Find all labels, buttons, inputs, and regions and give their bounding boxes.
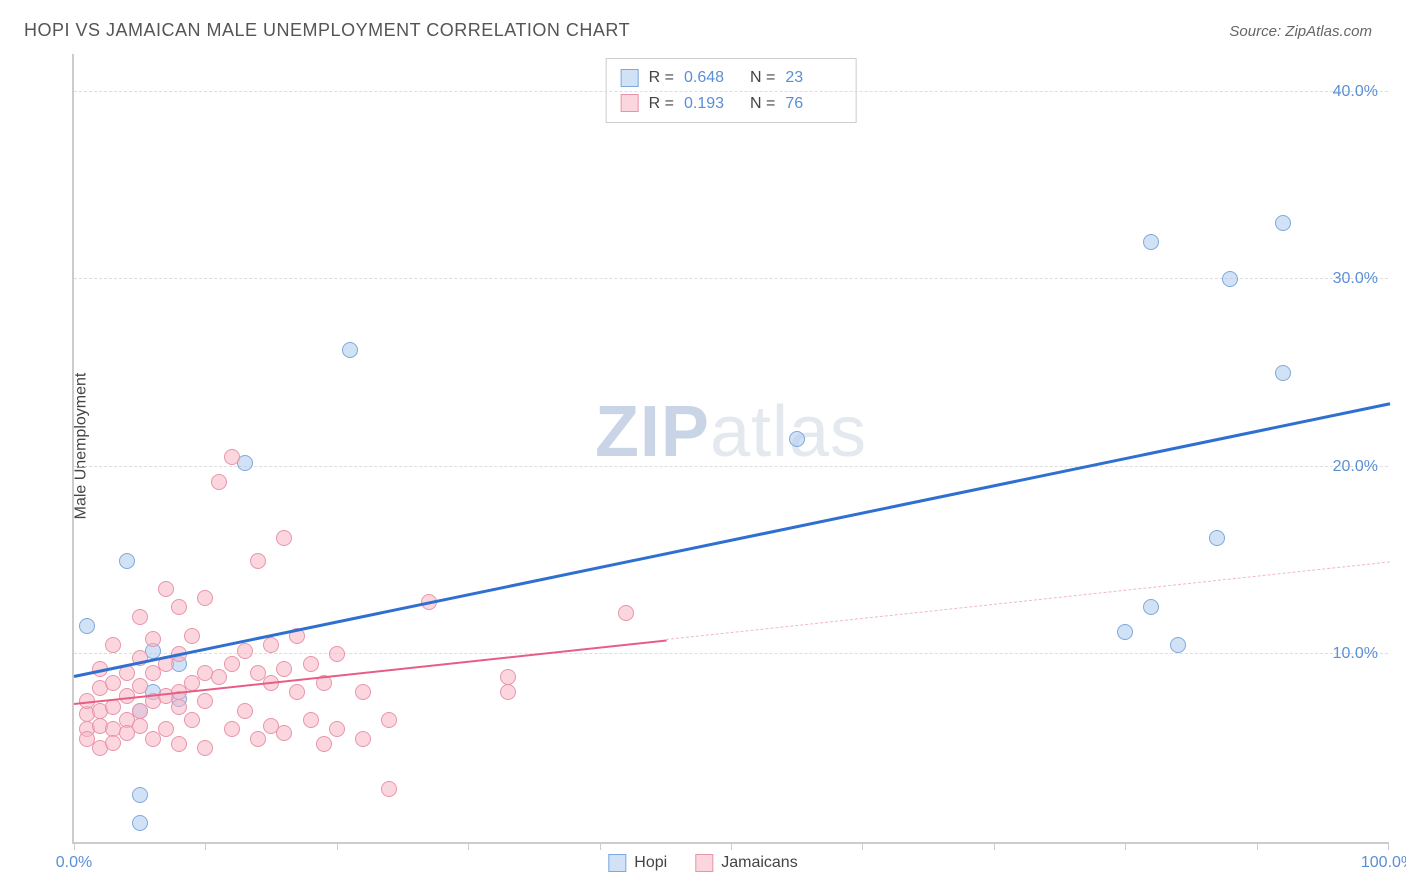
data-point: [381, 712, 397, 728]
gridline: [74, 653, 1388, 654]
data-point: [197, 740, 213, 756]
data-point: [224, 721, 240, 737]
data-point: [237, 703, 253, 719]
gridline: [74, 278, 1388, 279]
data-point: [1117, 624, 1133, 640]
gridline: [74, 91, 1388, 92]
legend-label: Hopi: [634, 854, 667, 872]
x-tick: [74, 842, 75, 850]
data-point: [211, 474, 227, 490]
watermark: ZIPatlas: [595, 391, 867, 473]
x-tick-label: 0.0%: [56, 854, 92, 872]
data-point: [1143, 599, 1159, 615]
data-point: [158, 581, 174, 597]
data-point: [171, 736, 187, 752]
x-tick: [1388, 842, 1389, 850]
x-tick: [731, 842, 732, 850]
data-point: [1170, 637, 1186, 653]
data-point: [171, 699, 187, 715]
data-point: [197, 693, 213, 709]
data-point: [250, 731, 266, 747]
data-point: [276, 530, 292, 546]
data-point: [381, 781, 397, 797]
data-point: [342, 342, 358, 358]
x-tick: [337, 842, 338, 850]
x-tick: [205, 842, 206, 850]
scatter-plot: ZIPatlas R = 0.648 N = 23 R = 0.193 N = …: [72, 54, 1388, 844]
data-point: [79, 618, 95, 634]
data-point: [316, 736, 332, 752]
data-point: [132, 787, 148, 803]
data-point: [224, 449, 240, 465]
data-point: [355, 731, 371, 747]
legend-item-jamaicans: Jamaicans: [695, 854, 797, 872]
swatch-icon: [621, 94, 639, 112]
trend-line: [666, 562, 1390, 641]
data-point: [1209, 530, 1225, 546]
series-legend: Hopi Jamaicans: [608, 854, 797, 872]
x-tick-label: 100.0%: [1361, 854, 1406, 872]
data-point: [263, 637, 279, 653]
data-point: [237, 643, 253, 659]
data-point: [132, 609, 148, 625]
data-point: [211, 669, 227, 685]
stats-row-jamaicans: R = 0.193 N = 76: [621, 91, 842, 117]
data-point: [303, 712, 319, 728]
legend-label: Jamaicans: [721, 854, 797, 872]
x-tick: [1125, 842, 1126, 850]
stats-row-hopi: R = 0.648 N = 23: [621, 65, 842, 91]
x-tick: [862, 842, 863, 850]
data-point: [329, 721, 345, 737]
data-point: [1222, 271, 1238, 287]
x-tick: [994, 842, 995, 850]
data-point: [303, 656, 319, 672]
data-point: [224, 656, 240, 672]
y-tick-label: 20.0%: [1333, 458, 1378, 476]
legend-item-hopi: Hopi: [608, 854, 667, 872]
data-point: [158, 721, 174, 737]
data-point: [105, 637, 121, 653]
data-point: [171, 599, 187, 615]
chart-title: HOPI VS JAMAICAN MALE UNEMPLOYMENT CORRE…: [24, 20, 630, 41]
trend-line: [74, 402, 1391, 678]
data-point: [197, 590, 213, 606]
x-tick: [1257, 842, 1258, 850]
data-point: [132, 718, 148, 734]
data-point: [145, 631, 161, 647]
data-point: [276, 725, 292, 741]
data-point: [184, 712, 200, 728]
y-tick-label: 10.0%: [1333, 645, 1378, 663]
data-point: [132, 815, 148, 831]
data-point: [789, 431, 805, 447]
y-tick-label: 40.0%: [1333, 83, 1378, 101]
data-point: [618, 605, 634, 621]
swatch-icon: [695, 854, 713, 872]
x-tick: [600, 842, 601, 850]
data-point: [250, 553, 266, 569]
y-tick-label: 30.0%: [1333, 270, 1378, 288]
data-point: [500, 669, 516, 685]
data-point: [289, 684, 305, 700]
data-point: [1143, 234, 1159, 250]
source-attribution: Source: ZipAtlas.com: [1229, 23, 1372, 40]
data-point: [184, 628, 200, 644]
swatch-icon: [621, 69, 639, 87]
x-tick: [468, 842, 469, 850]
data-point: [500, 684, 516, 700]
data-point: [329, 646, 345, 662]
gridline: [74, 466, 1388, 467]
data-point: [132, 678, 148, 694]
data-point: [276, 661, 292, 677]
data-point: [355, 684, 371, 700]
data-point: [119, 553, 135, 569]
swatch-icon: [608, 854, 626, 872]
data-point: [1275, 215, 1291, 231]
data-point: [1275, 365, 1291, 381]
